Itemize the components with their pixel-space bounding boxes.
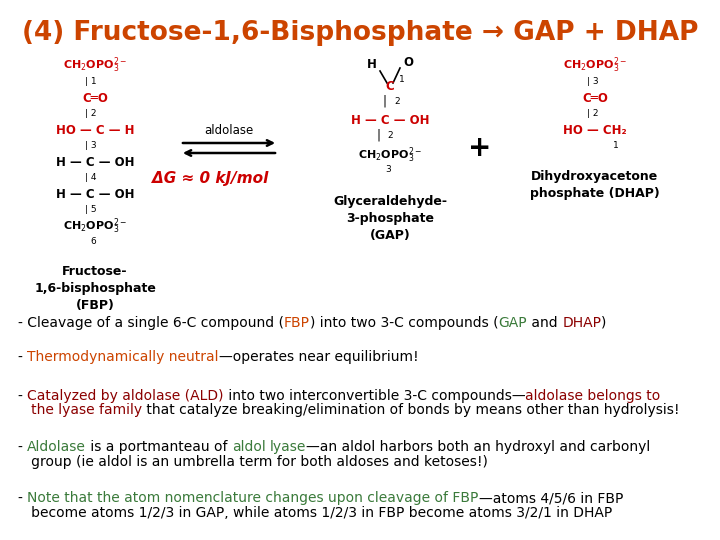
Text: Dihydroxyacetone
phosphate (DHAP): Dihydroxyacetone phosphate (DHAP)	[530, 170, 660, 200]
Text: H: H	[367, 58, 377, 71]
Text: become atoms 1/2/3 in GAP, while atoms 1/2/3 in FBP become atoms 3/2/1 in DHAP: become atoms 1/2/3 in GAP, while atoms 1…	[18, 506, 612, 520]
Text: C═O: C═O	[582, 91, 608, 105]
Text: +: +	[468, 134, 492, 162]
Text: Aldolase: Aldolase	[27, 440, 86, 454]
Text: -: -	[18, 491, 27, 505]
Text: | 2: | 2	[587, 110, 598, 118]
Text: Fructose-
1,6-bisphosphate
(FBP): Fructose- 1,6-bisphosphate (FBP)	[34, 265, 156, 312]
Text: and: and	[527, 316, 562, 330]
Text: 1: 1	[613, 141, 618, 151]
Text: | 1: | 1	[85, 77, 96, 85]
Text: | 2: | 2	[85, 110, 96, 118]
Text: | 4: | 4	[85, 173, 96, 183]
Text: | 3: | 3	[587, 77, 598, 85]
Text: HO — C — H: HO — C — H	[55, 124, 134, 137]
Text: H — C — OH: H — C — OH	[55, 156, 134, 168]
Text: Thermodynamically neutral: Thermodynamically neutral	[27, 350, 219, 364]
Text: -: -	[18, 350, 27, 364]
Text: -: -	[18, 389, 27, 403]
Text: C═O: C═O	[82, 91, 108, 105]
Text: ): )	[601, 316, 607, 330]
Text: CH$_2$OPO$_3^{2-}$: CH$_2$OPO$_3^{2-}$	[63, 216, 127, 236]
Text: Catalyzed by aldolase (ALD): Catalyzed by aldolase (ALD)	[27, 389, 224, 403]
Text: 3: 3	[385, 165, 391, 173]
Text: |: |	[383, 94, 387, 107]
Text: FBP: FBP	[284, 316, 310, 330]
Text: C: C	[386, 80, 395, 93]
Text: 2: 2	[394, 97, 400, 105]
Text: H — C — OH: H — C — OH	[351, 113, 429, 126]
Text: 6: 6	[90, 238, 96, 246]
Text: CH$_2$OPO$_3^{2-}$: CH$_2$OPO$_3^{2-}$	[563, 55, 627, 75]
Text: 2: 2	[387, 131, 392, 139]
Text: Note that the atom nomenclature changes upon cleavage of FBP: Note that the atom nomenclature changes …	[27, 491, 479, 505]
Text: ) into two 3-C compounds (: ) into two 3-C compounds (	[310, 316, 499, 330]
Text: the lyase family: the lyase family	[18, 403, 142, 417]
Text: CH$_2$OPO$_3^{2-}$: CH$_2$OPO$_3^{2-}$	[358, 145, 422, 165]
Text: aldolase belongs to: aldolase belongs to	[526, 389, 661, 403]
Text: H — C — OH: H — C — OH	[55, 187, 134, 200]
Text: is a portmanteau of: is a portmanteau of	[86, 440, 232, 454]
Text: - Cleavage of a single 6-C compound (: - Cleavage of a single 6-C compound (	[18, 316, 284, 330]
Text: group (ie aldol is an umbrella term for both aldoses and ketoses!): group (ie aldol is an umbrella term for …	[18, 455, 488, 469]
Text: ΔG ≈ 0 kJ/mol: ΔG ≈ 0 kJ/mol	[152, 171, 268, 186]
Text: aldol: aldol	[232, 440, 266, 454]
Text: -: -	[18, 440, 27, 454]
Text: (4) Fructose-1,6-Bisphosphate → GAP + DHAP: (4) Fructose-1,6-Bisphosphate → GAP + DH…	[22, 20, 698, 46]
Text: that catalyze breaking/elimination of bonds by means other than hydrolysis!: that catalyze breaking/elimination of bo…	[142, 403, 680, 417]
Text: 1: 1	[399, 76, 405, 84]
Text: into two interconvertible 3-C compounds—: into two interconvertible 3-C compounds—	[224, 389, 526, 403]
Text: GAP: GAP	[499, 316, 527, 330]
Text: —atoms 4/5/6 in FBP: —atoms 4/5/6 in FBP	[479, 491, 623, 505]
Text: CH$_2$OPO$_3^{2-}$: CH$_2$OPO$_3^{2-}$	[63, 55, 127, 75]
Text: DHAP: DHAP	[562, 316, 601, 330]
Text: lyase: lyase	[270, 440, 307, 454]
Text: | 3: | 3	[85, 141, 96, 151]
Text: HO — CH₂: HO — CH₂	[563, 124, 627, 137]
Text: |: |	[376, 129, 380, 141]
Text: aldolase: aldolase	[204, 124, 253, 137]
Text: —an aldol harbors both an hydroxyl and carbonyl: —an aldol harbors both an hydroxyl and c…	[307, 440, 651, 454]
Text: Glyceraldehyde-
3-phosphate
(GAP): Glyceraldehyde- 3-phosphate (GAP)	[333, 195, 447, 242]
Text: O: O	[403, 57, 413, 70]
Text: | 5: | 5	[85, 206, 96, 214]
Text: —operates near equilibrium!: —operates near equilibrium!	[219, 350, 418, 364]
